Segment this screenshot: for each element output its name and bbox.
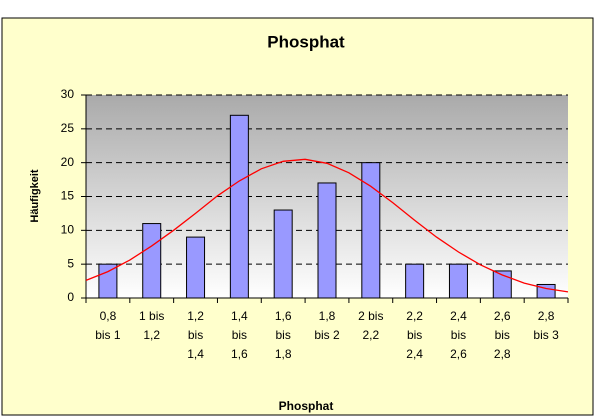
x-tick-label: 2,4 bis 2,6 [450, 309, 467, 361]
y-tick-label: 25 [61, 121, 75, 135]
y-tick-label: 30 [61, 87, 75, 101]
bar [186, 236, 206, 299]
x-tick-label: 0,8 bis 1 [95, 309, 121, 342]
y-tick-label: 15 [61, 189, 75, 203]
bar [273, 209, 293, 299]
bar [98, 263, 118, 299]
x-tick-label: 2,2 bis 2,4 [406, 309, 423, 361]
x-tick-label: 2 bis 2,2 [358, 309, 384, 342]
x-tick-label: 1,2 bis 1,4 [187, 309, 204, 361]
x-tick-label: 1,8 bis 2 [314, 309, 340, 342]
x-tick-label: 1,6 bis 1,8 [274, 309, 292, 361]
bar [142, 223, 162, 299]
bar [229, 114, 249, 299]
chart-title: Phosphat [267, 32, 345, 51]
bar [405, 263, 425, 299]
x-tick-label: 2,8 bis 3 [533, 309, 559, 342]
y-tick-label: 10 [61, 223, 75, 237]
bar [361, 162, 381, 299]
x-axis-label: Phosphat [279, 399, 334, 413]
x-tick-label: 2,6 bis 2,8 [493, 309, 511, 361]
x-tick-label: 1,4 bis 1,6 [231, 309, 248, 361]
y-tick-label: 5 [67, 256, 74, 270]
bar [448, 263, 468, 299]
x-tick-label: 1 bis 1,2 [139, 309, 165, 342]
bar [492, 270, 512, 299]
bar [317, 182, 337, 299]
y-tick-label: 0 [67, 290, 74, 304]
y-axis-label: Häufigkeit [29, 169, 41, 223]
fit-curve [85, 158, 569, 293]
y-tick-label: 20 [61, 155, 75, 169]
